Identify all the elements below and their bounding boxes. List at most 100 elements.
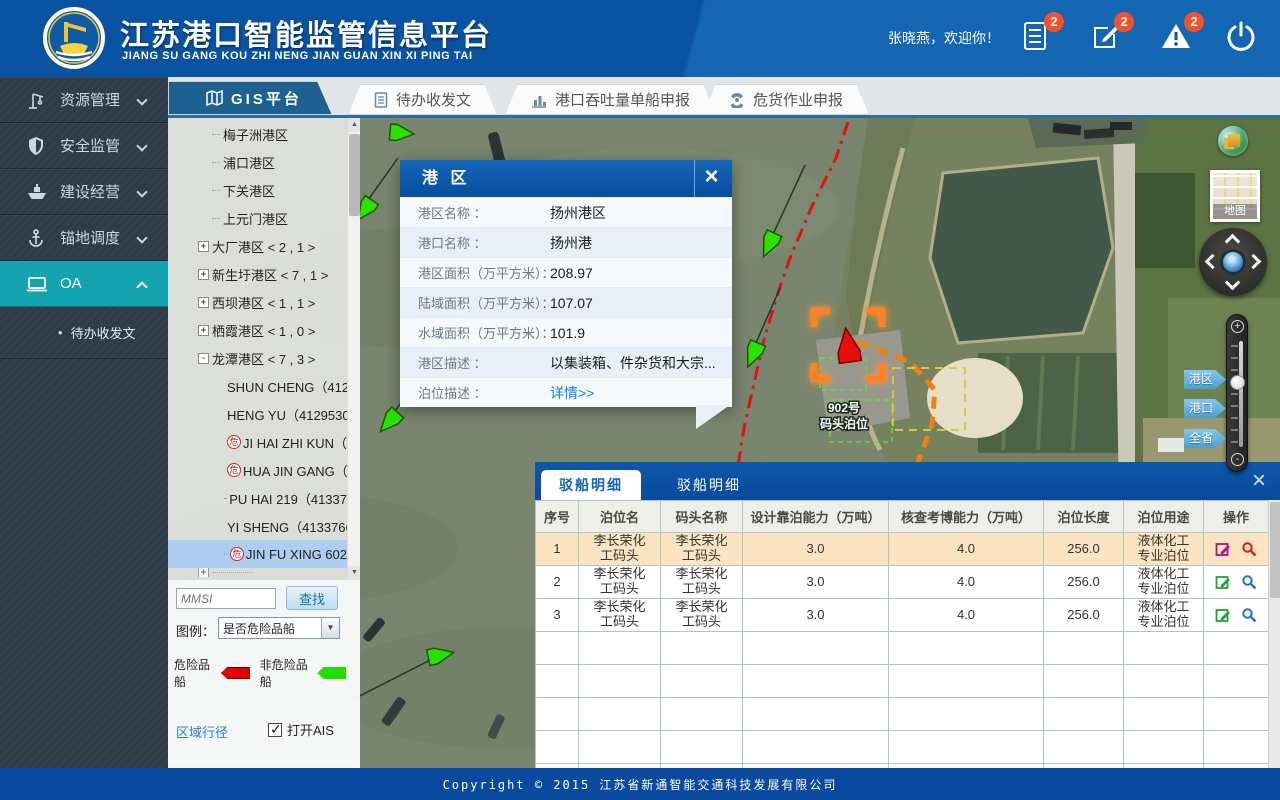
pan-down-icon[interactable]: [1224, 274, 1241, 291]
tab-dangerous-goods-declare[interactable]: 危货作业申报: [703, 84, 869, 115]
view-icon[interactable]: [1241, 541, 1257, 557]
tree-scrollbar[interactable]: ▲ ▼: [347, 118, 360, 580]
scroll-down-icon[interactable]: ▼: [348, 566, 360, 580]
scroll-up-icon[interactable]: ▲: [348, 118, 360, 132]
tree-item-expanded[interactable]: - 龙潭港区 < 7 , 3 >: [168, 344, 347, 372]
dropdown-arrow-icon[interactable]: ▼: [321, 618, 339, 638]
tree-item-vessel-selected[interactable]: 危 JIN FU XING 602: [168, 540, 347, 568]
tree-item-vessel[interactable]: SHUN CHENG（412: [168, 372, 347, 400]
pan-center-orb[interactable]: [1220, 249, 1246, 275]
tree-item-vessel[interactable]: 危 JI HAI ZHI KUN（4: [168, 428, 347, 456]
tree-expand-icon[interactable]: +: [198, 568, 209, 577]
tree-collapse-icon[interactable]: -: [198, 352, 209, 364]
zoom-to-harbor-district-button[interactable]: 港区: [1184, 370, 1226, 389]
tree-expand-icon[interactable]: +: [198, 324, 209, 336]
tree-item-clipped[interactable]: +: [168, 568, 347, 577]
popup-close-icon[interactable]: ×: [694, 160, 732, 197]
tab-gis-platform[interactable]: GIS平台: [168, 81, 332, 115]
view-icon[interactable]: [1241, 574, 1257, 590]
zoom-handle[interactable]: [1230, 375, 1245, 390]
barge-tab-inactive[interactable]: 驳船明细: [677, 477, 741, 493]
tree-item-vessel[interactable]: HENG YU（4129530: [168, 400, 347, 428]
tab-throughput-declare[interactable]: 港口吞吐量单船申报: [505, 84, 716, 115]
cell-length: 256.0: [1043, 532, 1124, 566]
globe-3d-icon[interactable]: [1218, 126, 1248, 156]
user-welcome-text: 张晓燕，欢迎你！: [888, 30, 1000, 46]
tree-item-expandable[interactable]: + 大厂港区 < 2 , 1 >: [168, 232, 347, 260]
tree-expand-icon[interactable]: +: [198, 268, 209, 280]
sidebar-subitem-pending-docs[interactable]: 待办收发文: [0, 307, 168, 359]
zoom-in-icon[interactable]: +: [1231, 320, 1244, 333]
zoom-to-port-button[interactable]: 港口: [1184, 399, 1226, 418]
tree-item-expandable[interactable]: + 栖霞港区 < 1 , 0 >: [168, 316, 347, 344]
tree-item[interactable]: 梅子洲港区: [168, 120, 347, 148]
pan-left-icon[interactable]: [1204, 253, 1221, 270]
tree-item-label: PU HAI 219（41337: [229, 491, 347, 507]
tree-item-vessel[interactable]: YI SHENG（4133766: [168, 512, 347, 540]
edit-icon[interactable]: [1215, 607, 1231, 623]
tree-expand-icon[interactable]: +: [198, 240, 209, 252]
table-row[interactable]: 2 李长荣化工码头 李长荣化工码头 3.0 4.0 256.0 液体化工专业泊位: [535, 565, 1269, 599]
ais-ship-red-selected[interactable]: [835, 326, 863, 365]
tree-item-vessel[interactable]: PU HAI 219（41337: [168, 484, 347, 512]
sidebar-item-resources[interactable]: 资源管理: [0, 77, 168, 123]
cell-design: 3.0: [742, 565, 889, 599]
ais-ship-green[interactable]: [741, 338, 767, 370]
logout-button[interactable]: [1222, 16, 1266, 60]
area-track-link[interactable]: 区域行径: [176, 725, 229, 740]
mmsi-input[interactable]: [176, 588, 276, 609]
sidebar-item-label: 锚地调度: [60, 230, 121, 247]
tree-expand-icon[interactable]: +: [198, 296, 209, 308]
tab-pending-docs[interactable]: 待办收发文: [348, 84, 497, 115]
ais-ship-green[interactable]: [756, 228, 783, 260]
cell-seq: 3: [535, 598, 579, 632]
minimap-toggle[interactable]: 地图: [1210, 170, 1260, 222]
barge-tab-active[interactable]: 驳船明细: [541, 470, 641, 500]
zoom-out-icon[interactable]: -: [1231, 453, 1244, 466]
sidebar-item-construction[interactable]: 建设经营: [0, 169, 168, 215]
scrollbar-thumb[interactable]: [349, 134, 360, 216]
cell-verified: 4.0: [888, 598, 1044, 632]
table-row[interactable]: 3 李长荣化工码头 李长荣化工码头 3.0 4.0 256.0 液体化工专业泊位: [535, 598, 1269, 632]
popup-body: 港区名称 ： 扬州港区 港口名称 ： 扬州港 港区面积（万平方米）： 208.97 陆…: [400, 197, 732, 407]
tree-item-expandable[interactable]: + 新生圩港区 < 7 , 1 >: [168, 260, 347, 288]
ais-ship-green[interactable]: [374, 405, 405, 437]
compose-button[interactable]: 2: [1088, 12, 1134, 60]
search-button[interactable]: 查找: [286, 586, 338, 610]
sidebar-item-oa[interactable]: OA: [0, 261, 168, 307]
tree-item-label: 大厂港区 < 2 , 1 >: [212, 239, 316, 255]
alerts-button[interactable]: 2: [1158, 12, 1204, 60]
tree-item[interactable]: 浦口港区: [168, 148, 347, 176]
table-row-selected[interactable]: 1 李长荣化工码头 李长荣化工码头 3.0 4.0 256.0 液体化工专业泊位: [535, 532, 1269, 566]
sidebar-item-safety[interactable]: 安全监管: [0, 123, 168, 169]
map-pan-control[interactable]: [1199, 228, 1267, 296]
heading-line: [751, 287, 781, 353]
tree-item[interactable]: 上元门港区: [168, 204, 347, 232]
ais-ship-green[interactable]: [388, 123, 416, 142]
edit-icon[interactable]: [1215, 574, 1231, 590]
ais-ship-green[interactable]: [425, 644, 456, 667]
map-zoom-slider[interactable]: + -: [1226, 314, 1248, 472]
checkbox-checked-icon[interactable]: [268, 721, 282, 738]
tree-item[interactable]: 下关港区: [168, 176, 347, 204]
popup-tail: [696, 405, 730, 429]
details-link[interactable]: 详情>>: [550, 384, 595, 401]
zoom-track[interactable]: [1239, 341, 1243, 447]
view-icon[interactable]: [1241, 607, 1257, 623]
popup-row: 水域面积（万平方米）： 101.9: [400, 317, 732, 347]
scrollbar-thumb[interactable]: [1270, 502, 1280, 598]
tree-item-vessel[interactable]: 危 HUA JIN GANG（4: [168, 456, 347, 484]
danger-ship-swatch: [220, 667, 250, 679]
pan-up-icon[interactable]: [1224, 233, 1241, 250]
table-scrollbar[interactable]: [1268, 500, 1280, 768]
barge-panel-close-icon[interactable]: ×: [1251, 467, 1266, 494]
edit-icon[interactable]: [1215, 541, 1231, 557]
ais-ship-green[interactable]: [352, 194, 380, 225]
tree-item-expandable[interactable]: + 西坝港区 < 1 , 1 >: [168, 288, 347, 316]
zoom-to-province-button[interactable]: 全省: [1184, 429, 1226, 448]
sidebar-item-anchorage[interactable]: 锚地调度: [0, 215, 168, 261]
pan-right-icon[interactable]: [1245, 253, 1262, 270]
legend-dropdown[interactable]: 是否危险品船 ▼: [218, 617, 340, 639]
ais-toggle[interactable]: 打开AIS: [268, 720, 334, 739]
documents-button[interactable]: 2: [1018, 12, 1064, 60]
